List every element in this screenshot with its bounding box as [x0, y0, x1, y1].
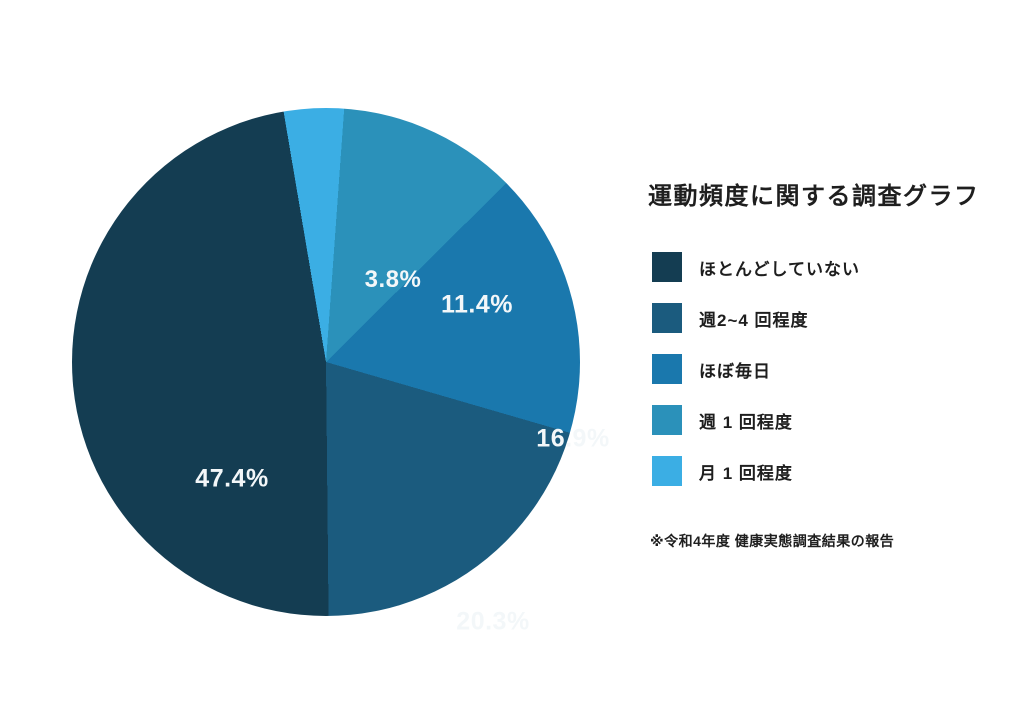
legend-label: ほとんどしていない	[699, 259, 860, 279]
slice-label-hobomainichi: 16.9%	[536, 424, 610, 453]
slice-label-shu2-4: 20.3%	[456, 607, 530, 636]
legend: ほとんどしていない 週2~4 回程度 ほぼ毎日 週 1 回程度 月 1 回程度	[652, 252, 860, 507]
legend-item: ほとんどしていない	[652, 252, 860, 282]
legend-swatch-icon	[652, 354, 682, 384]
legend-label: 月 1 回程度	[699, 463, 793, 483]
slice-label-tsuki1: 3.8%	[364, 266, 422, 293]
legend-swatch-icon	[652, 303, 682, 333]
legend-label: 週 1 回程度	[699, 412, 793, 432]
legend-item: ほぼ毎日	[652, 354, 860, 384]
legend-item: 月 1 回程度	[652, 456, 860, 486]
slice-label-hotondo: 47.4%	[195, 464, 269, 493]
pie: 47.4% 20.3% 16.9% 11.4% 3.8%	[72, 108, 609, 636]
footnote: ※令和4年度 健康実態調査結果の報告	[650, 533, 895, 549]
legend-item: 週 1 回程度	[652, 405, 860, 435]
legend-swatch-icon	[652, 456, 682, 486]
legend-label: 週2~4 回程度	[699, 310, 809, 330]
legend-swatch-icon	[652, 252, 682, 282]
legend-label: ほぼ毎日	[699, 361, 771, 381]
chart-title: 運動頻度に関する調査グラフ	[648, 183, 980, 210]
legend-swatch-icon	[652, 405, 682, 435]
legend-item: 週2~4 回程度	[652, 303, 860, 333]
slice-label-shu1: 11.4%	[440, 290, 514, 319]
